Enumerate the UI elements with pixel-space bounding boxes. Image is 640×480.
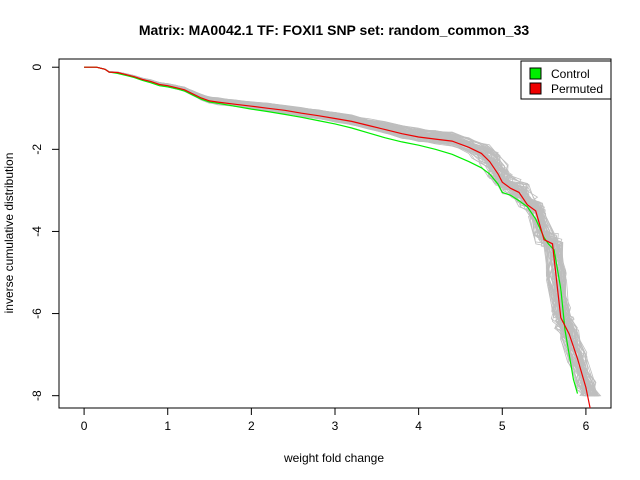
legend-label-permuted: Permuted [551,82,603,96]
y-tick-label: 0 [30,64,44,71]
series-lines [84,66,591,409]
plot-frame [58,58,612,409]
x-tick-label: 0 [81,419,88,433]
x-tick-label: 5 [499,419,506,433]
permutation-line [84,66,595,397]
chart-title: Matrix: MA0042.1 TF: FOXI1 SNP set: rand… [139,22,530,38]
y-tick-label: -6 [30,308,44,319]
legend: Control Permuted [520,60,612,100]
permutation-band [84,66,602,397]
x-tick-label: 2 [248,419,255,433]
legend-swatch-control [529,67,542,80]
x-tick-label: 1 [164,419,171,433]
x-tick-label: 6 [583,419,590,433]
x-tick-label: 4 [415,419,422,433]
y-tick-label: -8 [30,390,44,401]
series-line-permuted [84,66,591,409]
legend-label-control: Control [551,67,590,81]
series-line-control [84,66,579,394]
x-axis-label: weight fold change [283,451,384,465]
x-tick-label: 3 [332,419,339,433]
y-tick-label: -2 [30,144,44,155]
legend-swatch-permuted [529,82,542,95]
y-axis: 0 -2 -4 -6 -8 [30,64,60,401]
y-tick-label: -4 [30,226,44,237]
x-axis: 0 1 2 3 4 5 6 [81,407,590,433]
y-axis-label: inverse cumulative distribution [2,153,16,314]
permutation-line [84,66,589,396]
